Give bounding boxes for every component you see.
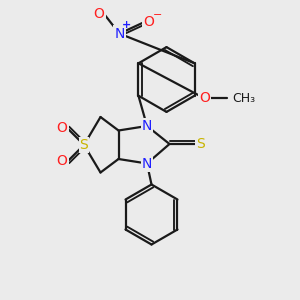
Text: N: N: [114, 27, 124, 40]
Text: O: O: [57, 154, 68, 168]
Text: O: O: [57, 122, 68, 135]
Text: +: +: [122, 20, 131, 30]
Text: CH₃: CH₃: [232, 92, 255, 105]
Text: O: O: [199, 92, 210, 105]
Text: O: O: [143, 16, 154, 29]
Text: S: S: [196, 137, 205, 151]
Text: N: N: [142, 119, 152, 133]
Text: S: S: [80, 138, 88, 152]
Text: O: O: [94, 8, 104, 21]
Text: −: −: [152, 10, 162, 20]
Text: N: N: [142, 157, 152, 170]
